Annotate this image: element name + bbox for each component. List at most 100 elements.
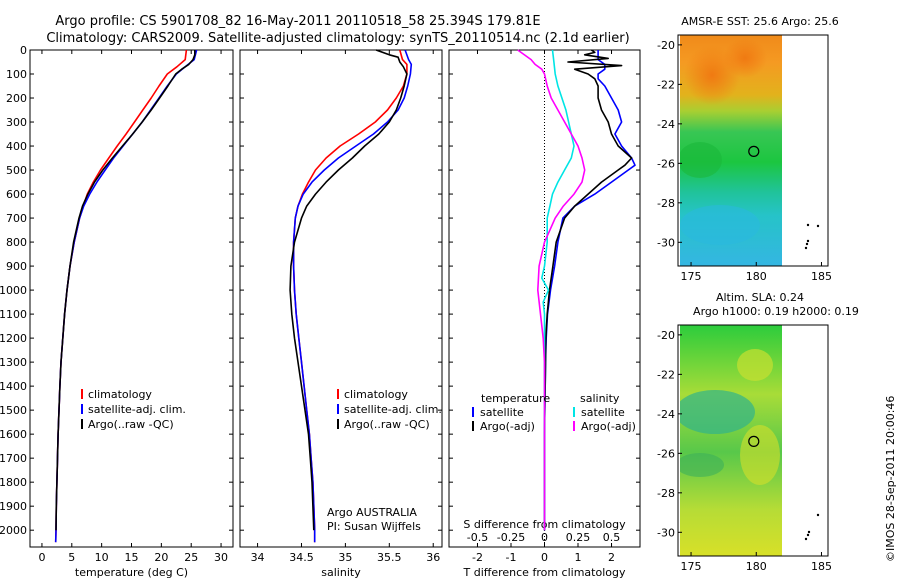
legend-label: Argo(..raw -QC) (344, 418, 430, 431)
y-tick-label: 1200 (0, 332, 27, 345)
legend-label: climatology (88, 388, 152, 401)
map-y-tick-label: -20 (657, 329, 675, 342)
map-x-tick-label: 185 (811, 270, 832, 283)
map-y-tick-label: -20 (657, 39, 675, 52)
island-dot (805, 242, 809, 246)
plot-frame (29, 49, 234, 548)
map-y-tick-label: -22 (657, 78, 675, 91)
series-line-temperature-argo-adj- (543, 49, 633, 531)
sla-high-patch (737, 349, 773, 381)
temperature-panel: 0 5 10 15 20 25 30 temperature (deg C) 0 100 200 30… (0, 44, 234, 579)
y-tick-label: 700 (6, 212, 27, 225)
map-y-tick-label: -26 (657, 157, 675, 170)
y-tick-label: 1100 (0, 308, 27, 321)
x2-tick-label: 0 (541, 531, 548, 544)
float-pi-annotation: PI: Susan Wijffels (327, 520, 421, 533)
map-y-tick-label: -22 (657, 368, 675, 381)
y-tick-label: 1700 (0, 452, 27, 465)
island-dot (804, 537, 808, 541)
x-tick-label: 15 (125, 551, 139, 564)
x-axis-label: T difference from climatology (463, 566, 626, 579)
argo-location-marker (748, 435, 760, 447)
x-tick-label: 30 (214, 551, 228, 564)
y-tick-label: 1900 (0, 500, 27, 513)
series-line-satellite-adj-clim- (292, 49, 413, 543)
sla-map-frame (677, 324, 829, 557)
island-dot (807, 530, 811, 534)
x-tick-label: 35.5 (377, 551, 402, 564)
series-line-climatology (54, 49, 188, 543)
x-tick-label: 0 (541, 551, 548, 564)
sst-cool-patch (680, 142, 722, 178)
y-tick-label: 100 (6, 68, 27, 81)
legend-label: Argo(-adj) (480, 420, 535, 433)
legend-label: Argo(-adj) (581, 420, 636, 433)
legend-label: satellite-adj. clim. (344, 403, 442, 416)
x-tick-label: -1 (506, 551, 517, 564)
sla-map-title: Altim. SLA: 0.24 (716, 291, 804, 304)
y-tick-label: 500 (6, 164, 27, 177)
map-x-tick-label: 175 (681, 270, 702, 283)
y-tick-label: 1500 (0, 404, 27, 417)
x-tick-label: 35 (338, 551, 352, 564)
sla-low-patch (680, 453, 724, 477)
figure-title-line2: Climatology: CARS2009. Satellite-adjuste… (46, 31, 629, 46)
argo-location-marker (748, 145, 760, 157)
y-tick-label: 1800 (0, 476, 27, 489)
y-tick-label: 1600 (0, 428, 27, 441)
map-y-tick-label: -28 (657, 197, 675, 210)
legend-header: salinity (580, 392, 620, 405)
map-y-tick-label: -30 (657, 526, 675, 539)
x-axis-label: temperature (deg C) (75, 566, 188, 579)
x2-tick-label: 0.25 (566, 531, 591, 544)
x-tick-label: 10 (95, 551, 109, 564)
island-dot (806, 239, 810, 243)
plot-frame (239, 49, 443, 548)
map-x-tick-label: 185 (811, 560, 832, 573)
y-tick-label: 0 (20, 44, 27, 57)
y-tick-label: 300 (6, 116, 27, 129)
series-line-temperature-satellite (543, 50, 636, 531)
x-tick-label: 2 (608, 551, 615, 564)
y-tick-label: 400 (6, 140, 27, 153)
map-y-tick-label: -24 (657, 118, 675, 131)
x-tick-label: 36 (426, 551, 440, 564)
x-tick-label: -2 (472, 551, 483, 564)
legend-label: satellite (581, 406, 625, 419)
map-y-tick-label: -24 (657, 408, 675, 421)
y-tick-label: 900 (6, 260, 27, 273)
x-tick-label: 1 (575, 551, 582, 564)
sst-map-title: AMSR-E SST: 25.6 Argo: 25.6 (681, 15, 839, 28)
x2-tick-label: 0.5 (603, 531, 621, 544)
figure-title-line1: Argo profile: CS 5901708_82 16-May-2011 … (55, 14, 540, 29)
legend-header: temperature (481, 392, 550, 405)
sla-low-patch (680, 390, 755, 434)
x-tick-label: 34.5 (289, 551, 314, 564)
series-line-satellite-adj-clim- (54, 49, 198, 543)
series-line-salinity-argo-adj- (517, 49, 586, 531)
x-tick-label: 25 (184, 551, 198, 564)
x-tick-label: 5 (68, 551, 75, 564)
island-dot (816, 224, 820, 228)
x2-tick-label: -0.5 (467, 531, 488, 544)
sla-high-patch (740, 425, 780, 485)
difference-panel: -2 -1 0 1 2 T difference from climatology -0.5… (448, 49, 641, 579)
map-y-tick-label: -26 (657, 447, 675, 460)
sst-map-panel: AMSR-E SST: 25.6 Argo: 25.6 175 180 185 -20… (657, 15, 839, 283)
y-tick-label: 1000 (0, 284, 27, 297)
map-x-tick-label: 180 (746, 560, 767, 573)
y-tick-label: 1300 (0, 356, 27, 369)
map-x-tick-label: 180 (746, 270, 767, 283)
legend-label: climatology (344, 388, 408, 401)
salinity-panel: 34 34.5 35 35.5 36 salinity climatology satelli… (239, 49, 443, 579)
sla-map-subtitle: Argo h1000: 0.19 h2000: 0.19 (693, 305, 859, 318)
float-owner-annotation: Argo AUSTRALIA (327, 506, 417, 519)
sla-map-panel: Altim. SLA: 0.24 Argo h1000: 0.19 h2000:… (657, 291, 859, 573)
y-tick-label: 600 (6, 188, 27, 201)
y-tick-label: 800 (6, 236, 27, 249)
sst-map-frame (677, 34, 829, 267)
x-tick-label: 34 (251, 551, 265, 564)
sst-cool-patch (680, 205, 760, 245)
